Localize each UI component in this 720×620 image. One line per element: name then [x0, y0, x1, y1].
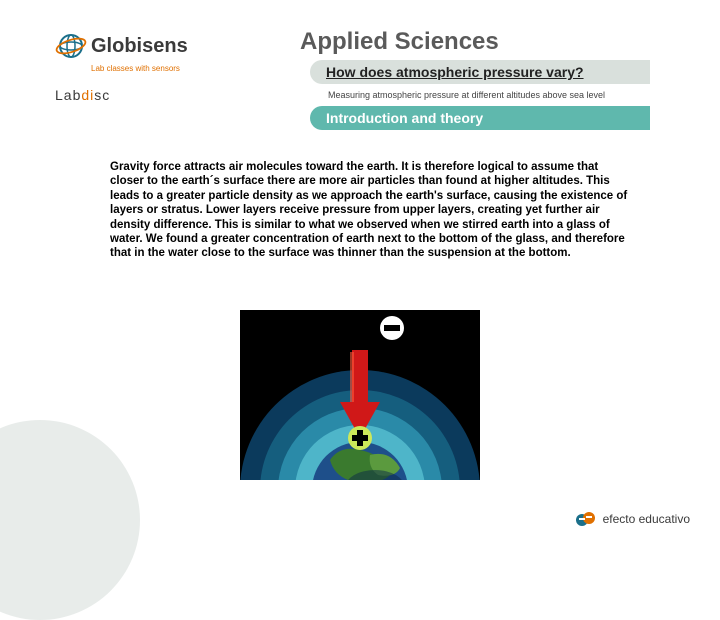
- header: Globisens Lab classes with sensors Labdi…: [0, 0, 720, 140]
- footer-logo: efecto educativo: [575, 510, 690, 528]
- body-paragraph: Gravity force attracts air molecules tow…: [110, 160, 630, 261]
- labdisc-text: Labdisc: [55, 87, 235, 103]
- question-bar: How does atmospheric pressure vary?: [310, 60, 650, 84]
- minus-icon: [380, 316, 404, 340]
- footer-text: efecto educativo: [603, 512, 690, 526]
- brand-title: Applied Sciences: [290, 28, 720, 60]
- question-text: How does atmospheric pressure vary?: [326, 64, 584, 80]
- title-area: Applied Sciences How does atmospheric pr…: [290, 28, 720, 134]
- globe-icon: [55, 30, 87, 62]
- tagline: Lab classes with sensors: [91, 64, 235, 73]
- logo-area: Globisens Lab classes with sensors Labdi…: [55, 30, 235, 103]
- section-bar: Introduction and theory: [310, 106, 650, 130]
- ee-icon: [575, 510, 597, 528]
- section-text: Introduction and theory: [326, 110, 483, 126]
- atmosphere-illustration: [240, 310, 480, 480]
- plus-icon: [348, 426, 372, 450]
- globisens-text: Globisens: [91, 35, 188, 58]
- globisens-logo: Globisens: [55, 30, 235, 62]
- decorative-circle: [0, 420, 140, 620]
- subtitle-text: Measuring atmospheric pressure at differ…: [290, 88, 610, 106]
